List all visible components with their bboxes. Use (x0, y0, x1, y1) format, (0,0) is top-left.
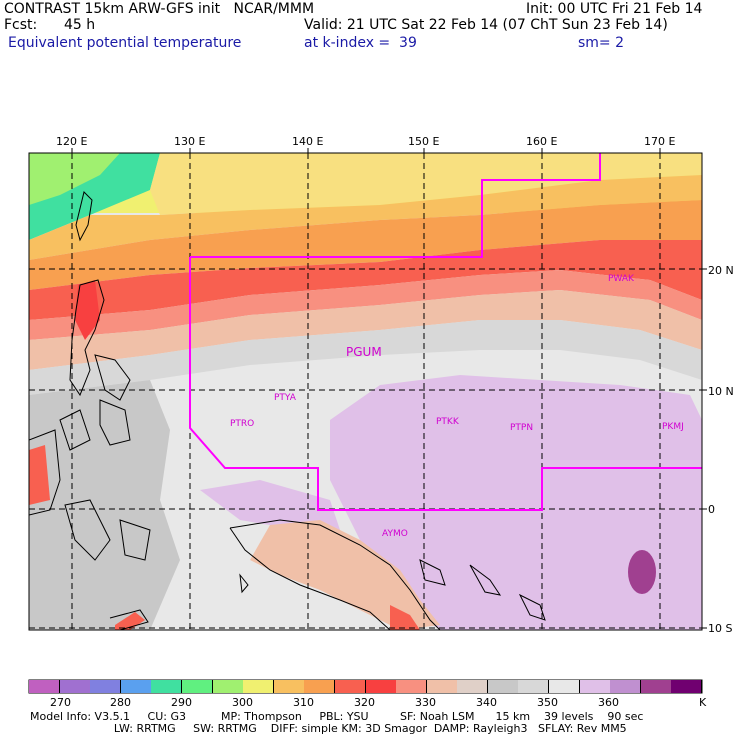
theta-e-field (29, 153, 702, 630)
colorbar-swatch (549, 680, 581, 693)
station-pgum: PGUM (346, 345, 382, 359)
lon-label-170e: 170 E (644, 135, 676, 148)
station-ptya: PTYA (274, 393, 296, 403)
lon-label-140e: 140 E (292, 135, 324, 148)
station-ptpn: PTPN (510, 423, 534, 433)
colorbar-swatch (181, 680, 213, 693)
colorbar-label-300: 300 (232, 696, 253, 709)
colorbar-swatch (365, 680, 397, 693)
station-ptkk: PTKK (436, 417, 459, 427)
region-boundary (189, 153, 702, 511)
colorbar-swatch (518, 680, 550, 693)
lat-label-equator: 0 (708, 503, 715, 516)
colorbar-label-340: 340 (476, 696, 497, 709)
colorbar-swatch (243, 680, 275, 693)
colorbar-swatch (334, 680, 366, 693)
map-frame (28, 152, 703, 631)
station-ptro: PTRO (230, 419, 255, 429)
lat-label-10s: 10 S (708, 622, 733, 635)
colorbar-swatch (396, 680, 428, 693)
colorbar-swatch (487, 680, 519, 693)
lat-label-20n: 20 N (708, 264, 734, 277)
axis-ticks (71, 148, 707, 629)
colorbar-swatch (151, 680, 183, 693)
lon-label-160e: 160 E (526, 135, 558, 148)
lat-label-10n: 10 N (708, 385, 734, 398)
model-info-line2: LW: RRTMG SW: RRTMG DIFF: simple KM: 3D … (30, 722, 627, 735)
colorbar-label-310: 310 (293, 696, 314, 709)
init-time: Init: 00 UTC Fri 21 Feb 14 (526, 1, 703, 17)
forecast-label: Fcst: (4, 17, 38, 33)
coastlines (29, 191, 546, 630)
colorbar-label-280: 280 (110, 696, 131, 709)
level-info: at k-index = 39 (304, 35, 417, 51)
colorbar-swatch (120, 680, 152, 693)
colorbar-swatch (610, 680, 642, 693)
model-title: CONTRAST 15km ARW-GFS init NCAR/MMM (4, 1, 315, 17)
station-pkmj: PKMJ (662, 422, 684, 432)
lon-label-150e: 150 E (408, 135, 440, 148)
colorbar-label-330: 330 (415, 696, 436, 709)
colorbar-swatch (212, 680, 244, 693)
graticule (29, 153, 702, 630)
colorbar-label-360: 360 (598, 696, 619, 709)
colorbar-label-270: 270 (50, 696, 71, 709)
colorbar-label-350: 350 (537, 696, 558, 709)
lon-label-130e: 130 E (174, 135, 206, 148)
smoothing-info: sm= 2 (578, 35, 625, 51)
colorbar-swatch (59, 680, 91, 693)
colorbar-swatch (426, 680, 458, 693)
colorbar-swatch (640, 680, 672, 693)
valid-time: Valid: 21 UTC Sat 22 Feb 14 (07 ChT Sun … (304, 17, 668, 33)
colorbar-swatch (671, 680, 703, 693)
station-pwak: PWAK (608, 274, 634, 284)
colorbar-swatch (273, 680, 305, 693)
colorbar-label-290: 290 (171, 696, 192, 709)
colorbar-swatch (90, 680, 122, 693)
field-name: Equivalent potential temperature (8, 35, 242, 51)
colorbar-unit: K (699, 696, 707, 709)
colorbar-swatch (579, 680, 611, 693)
lon-label-120e: 120 E (56, 135, 88, 148)
colorbar-label-320: 320 (354, 696, 375, 709)
colorbar-swatch (304, 680, 336, 693)
colorbar-swatch (29, 680, 60, 693)
model-info-line1: Model Info: V3.5.1 CU: G3 MP: Thompson P… (30, 710, 644, 723)
station-aymo: AYMO (382, 529, 408, 539)
colorbar-swatch (457, 680, 489, 693)
forecast-hour: 45 h (64, 17, 96, 33)
